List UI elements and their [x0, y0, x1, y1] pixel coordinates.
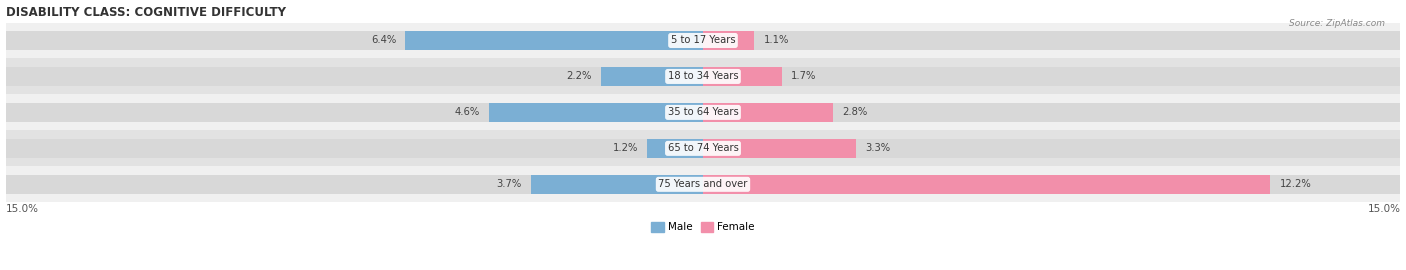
Bar: [6, 166, 1400, 202]
Text: 2.2%: 2.2%: [567, 72, 592, 82]
Bar: [703, 139, 856, 158]
Text: 1.2%: 1.2%: [613, 143, 638, 153]
Text: 3.3%: 3.3%: [866, 143, 891, 153]
Text: 3.7%: 3.7%: [496, 179, 522, 189]
Bar: [703, 31, 1400, 50]
Bar: [489, 103, 703, 122]
Text: 65 to 74 Years: 65 to 74 Years: [668, 143, 738, 153]
Bar: [405, 31, 703, 50]
Bar: [6, 59, 1400, 94]
Text: 18 to 34 Years: 18 to 34 Years: [668, 72, 738, 82]
Text: 1.1%: 1.1%: [763, 35, 789, 45]
Text: 1.7%: 1.7%: [792, 72, 817, 82]
Bar: [703, 175, 1270, 194]
Bar: [6, 139, 703, 158]
Bar: [6, 22, 1400, 59]
Text: 6.4%: 6.4%: [371, 35, 396, 45]
Bar: [531, 175, 703, 194]
Bar: [647, 139, 703, 158]
Bar: [703, 31, 754, 50]
Bar: [6, 94, 1400, 130]
Bar: [703, 103, 834, 122]
Text: 75 Years and over: 75 Years and over: [658, 179, 748, 189]
Text: Source: ZipAtlas.com: Source: ZipAtlas.com: [1289, 19, 1385, 28]
Bar: [703, 139, 1400, 158]
Bar: [703, 103, 1400, 122]
Text: 4.6%: 4.6%: [454, 107, 479, 117]
Bar: [6, 175, 703, 194]
Bar: [703, 175, 1400, 194]
Text: 15.0%: 15.0%: [6, 204, 38, 214]
Bar: [6, 31, 703, 50]
Text: 35 to 64 Years: 35 to 64 Years: [668, 107, 738, 117]
Text: 2.8%: 2.8%: [842, 107, 868, 117]
Bar: [703, 67, 1400, 86]
Text: 15.0%: 15.0%: [1368, 204, 1400, 214]
Bar: [6, 103, 703, 122]
Text: 12.2%: 12.2%: [1279, 179, 1312, 189]
Text: DISABILITY CLASS: COGNITIVE DIFFICULTY: DISABILITY CLASS: COGNITIVE DIFFICULTY: [6, 6, 285, 19]
Legend: Male, Female: Male, Female: [647, 218, 759, 237]
Bar: [703, 67, 782, 86]
Bar: [6, 67, 703, 86]
Bar: [6, 130, 1400, 166]
Text: 5 to 17 Years: 5 to 17 Years: [671, 35, 735, 45]
Bar: [600, 67, 703, 86]
